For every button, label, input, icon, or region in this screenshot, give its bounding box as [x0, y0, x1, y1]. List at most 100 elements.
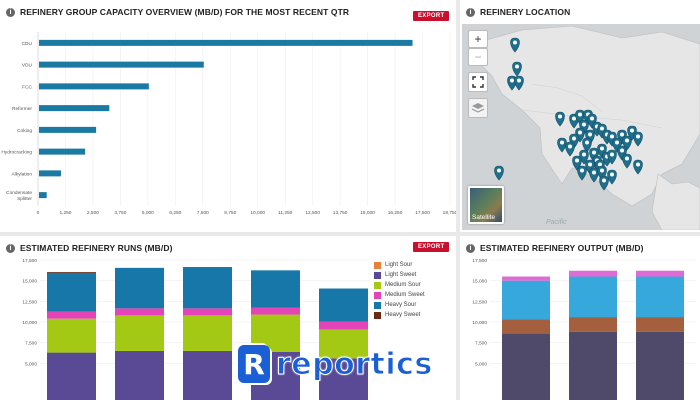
legend-swatch: [374, 311, 381, 319]
stack-segment: [47, 271, 96, 273]
y-tick-label: 12,500: [472, 299, 487, 305]
legend-item[interactable]: Light Sour: [374, 260, 425, 270]
legend-item[interactable]: Light Sweet: [374, 270, 425, 280]
y-tick-label: 15,000: [22, 279, 37, 285]
info-icon[interactable]: i: [6, 7, 15, 17]
map-title-text: REFINERY LOCATION: [480, 7, 571, 17]
legend-label: Light Sour: [385, 262, 413, 268]
y-tick-label: 5,000: [475, 361, 487, 367]
logo-text: reportics: [276, 346, 433, 382]
stack-segment: [47, 272, 96, 312]
runs-panel-title: i ESTIMATED REFINERY RUNS (MB/D): [6, 243, 173, 253]
y-tick-label: 7,500: [475, 341, 487, 347]
stack-segment: [115, 350, 164, 400]
legend-item[interactable]: Heavy Sweet: [374, 310, 425, 320]
y-tick-label: 15,000: [472, 279, 487, 285]
runs-panel: i ESTIMATED REFINERY RUNS (MB/D) EXPORT …: [0, 236, 456, 400]
stack-segment: [251, 270, 300, 308]
y-tick-label: Reformer: [12, 106, 32, 112]
y-tick-label: 10,000: [472, 320, 487, 326]
capacity-bar: [39, 126, 97, 133]
x-tick-label: 17,500: [415, 210, 430, 216]
capacity-export-button[interactable]: EXPORT: [413, 11, 450, 21]
layers-icon: [471, 103, 485, 113]
stack-segment: [251, 307, 300, 315]
x-tick-label: 10,000: [250, 210, 265, 216]
y-tick-label: VDU: [22, 63, 33, 69]
output-title-text: ESTIMATED REFINERY OUTPUT (MB/D): [480, 243, 644, 253]
info-icon[interactable]: i: [466, 7, 475, 17]
stack-segment: [183, 308, 232, 316]
capacity-chart: 0 1,250 2,500 3,750 5,000 6,250 7,500 8,750 10,0…: [1, 32, 456, 216]
runs-chart: 5,000 7,500 10,000 12,500 15,000 17,500: [22, 258, 370, 400]
zoom-out-button[interactable]: −: [468, 48, 488, 66]
x-tick-label: 6,250: [169, 210, 181, 216]
capacity-bar: [39, 61, 204, 68]
stack-segment: [636, 317, 684, 332]
zoom-in-button[interactable]: +: [468, 30, 488, 48]
map-panel: i REFINERY LOCATION Pacific + − Satellit…: [460, 0, 700, 232]
stack-segment: [319, 358, 368, 400]
stack-segment: [115, 267, 164, 309]
stack-segment: [502, 276, 550, 281]
legend-item[interactable]: Medium Sour: [374, 280, 425, 290]
capacity-panel: i REFINERY GROUP CAPACITY OVERVIEW (MB/D…: [0, 0, 456, 232]
y-tick-label: FCC: [22, 84, 32, 90]
fullscreen-button[interactable]: [468, 72, 488, 92]
stack-segment: [183, 267, 232, 309]
capacity-bar: [39, 192, 47, 199]
stack-segment: [47, 311, 96, 319]
info-icon[interactable]: i: [466, 243, 475, 253]
legend-swatch: [374, 281, 381, 289]
y-tick-label: 12,500: [22, 299, 37, 305]
y-tick-label: Coking: [17, 128, 32, 134]
legend-label: Heavy Sour: [385, 302, 417, 308]
runs-export-button[interactable]: EXPORT: [413, 242, 450, 252]
x-tick-label: 7,500: [197, 210, 209, 216]
legend-item[interactable]: Heavy Sour: [374, 300, 425, 310]
stack-segment: [47, 352, 96, 400]
runs-title-text: ESTIMATED REFINERY RUNS (MB/D): [20, 243, 173, 253]
map-view[interactable]: Pacific + − Satellite: [462, 24, 700, 230]
capacity-bar: [39, 39, 413, 46]
x-tick-label: 11,250: [278, 210, 293, 216]
x-tick-label: 16,250: [388, 210, 403, 216]
stack-segment: [569, 317, 617, 332]
y-tick-label: 7,500: [25, 341, 37, 347]
x-tick-label: 13,750: [333, 210, 348, 216]
x-tick-label: 5,000: [142, 210, 154, 216]
stack-segment: [502, 319, 550, 334]
x-tick-label: 1,250: [59, 210, 71, 216]
reportics-logo: R reportics: [238, 345, 433, 383]
x-tick-label: 15,000: [360, 210, 375, 216]
capacity-bar: [39, 148, 86, 155]
y-tick-label: 5,000: [25, 361, 37, 367]
capacity-bar: [39, 170, 61, 177]
map-panel-title: i REFINERY LOCATION: [466, 7, 570, 17]
stack-segment: [319, 288, 368, 322]
stack-segment: [115, 315, 164, 351]
stack-segment: [569, 276, 617, 318]
layers-button[interactable]: [468, 98, 488, 118]
y-tick-label: Splitter: [17, 196, 32, 202]
ocean-label: Pacific: [546, 219, 567, 226]
stack-segment: [636, 270, 684, 277]
info-icon[interactable]: i: [6, 243, 15, 253]
capacity-panel-title: i REFINERY GROUP CAPACITY OVERVIEW (MB/D…: [6, 7, 349, 17]
fullscreen-icon: [472, 76, 484, 88]
stack-segment: [569, 270, 617, 277]
stack-segment: [636, 276, 684, 318]
stack-segment: [183, 350, 232, 400]
capacity-bar: [39, 105, 110, 112]
y-tick-label: Alkylation: [11, 171, 32, 177]
stack-segment: [183, 315, 232, 351]
capacity-bar: [39, 83, 149, 90]
stack-segment: [319, 321, 368, 330]
legend-item[interactable]: Medium Sweet: [374, 290, 425, 300]
satellite-label: Satellite: [472, 214, 496, 221]
y-tick-label: Condensate: [6, 190, 32, 196]
satellite-toggle[interactable]: Satellite: [468, 186, 504, 224]
y-tick-label: 17,500: [472, 258, 487, 264]
legend-swatch: [374, 301, 381, 309]
stack-segment: [569, 331, 617, 400]
